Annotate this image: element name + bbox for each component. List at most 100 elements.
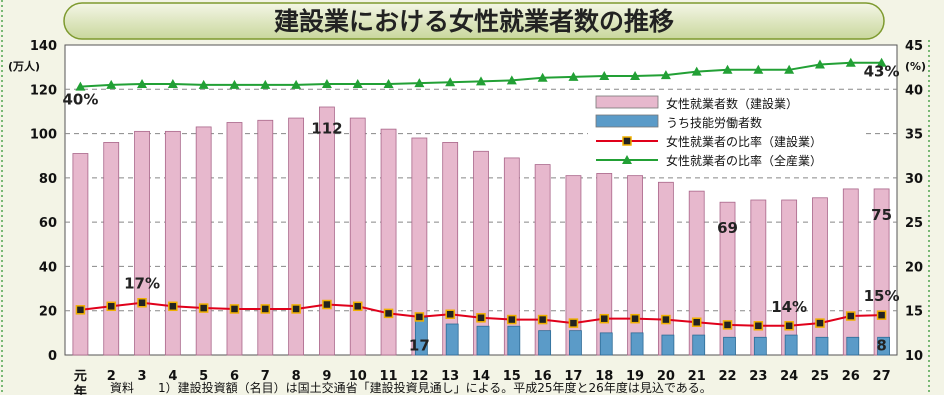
bar-total bbox=[442, 142, 459, 356]
bar-total bbox=[195, 126, 212, 356]
right-tick-label: 15 bbox=[905, 305, 923, 320]
point bbox=[168, 301, 178, 312]
point bbox=[291, 79, 302, 89]
data-label: 112 bbox=[311, 120, 342, 138]
left-tick-label: 60 bbox=[39, 216, 57, 231]
x-tick-label: 10 bbox=[349, 369, 367, 384]
x-tick-label: 2 bbox=[107, 369, 116, 384]
point bbox=[814, 59, 825, 69]
point bbox=[568, 318, 579, 328]
point bbox=[599, 71, 610, 80]
data-label: 14% bbox=[771, 298, 807, 316]
legend-label: うち技能労働者数 bbox=[666, 115, 762, 130]
x-tick-label: 22 bbox=[718, 369, 736, 384]
bar-total bbox=[134, 130, 150, 356]
bar-skilled bbox=[630, 332, 644, 356]
point bbox=[445, 77, 456, 87]
left-tick-label: 140 bbox=[30, 39, 57, 54]
point bbox=[753, 321, 764, 331]
point bbox=[568, 71, 579, 81]
point bbox=[661, 314, 671, 325]
data-label: 17 bbox=[409, 337, 430, 355]
right-axis-unit: (%) bbox=[905, 60, 926, 73]
point bbox=[722, 320, 733, 330]
data-label: 15% bbox=[864, 287, 900, 305]
point bbox=[876, 310, 887, 320]
left-tick-label: 20 bbox=[39, 305, 57, 320]
point bbox=[106, 79, 117, 89]
legend-marker bbox=[622, 136, 632, 146]
x-tick-label: 3 bbox=[138, 369, 147, 384]
point bbox=[137, 297, 147, 308]
point bbox=[260, 79, 271, 89]
bar-skilled bbox=[753, 336, 767, 356]
bar-total bbox=[288, 117, 305, 356]
x-tick-label: 13 bbox=[441, 369, 459, 384]
point bbox=[537, 314, 548, 325]
point bbox=[599, 313, 610, 324]
legend-marker bbox=[622, 155, 632, 164]
bar-skilled bbox=[723, 336, 736, 356]
bar-skilled bbox=[877, 336, 890, 356]
point bbox=[476, 76, 486, 86]
x-tick-label: 4 bbox=[168, 369, 177, 384]
point bbox=[506, 75, 517, 85]
x-tick-label: 14 bbox=[472, 369, 490, 384]
bar-total bbox=[503, 157, 520, 356]
point bbox=[321, 78, 332, 88]
right-tick-label: 25 bbox=[905, 216, 923, 231]
point bbox=[75, 81, 86, 91]
bar-skilled bbox=[815, 336, 829, 356]
x-tick-label: 5 bbox=[199, 369, 208, 384]
x-tick-label: 元 bbox=[74, 369, 87, 384]
bar-total bbox=[380, 128, 397, 356]
bar-skilled bbox=[692, 334, 706, 356]
x-tick-label: 11 bbox=[380, 369, 398, 384]
data-label: 40% bbox=[62, 91, 98, 109]
bar-skilled bbox=[661, 334, 675, 356]
point bbox=[507, 314, 517, 325]
left-tick-label: 80 bbox=[39, 172, 57, 187]
point bbox=[537, 72, 548, 82]
bar-total bbox=[349, 117, 366, 356]
point bbox=[75, 305, 86, 315]
bar-total bbox=[842, 188, 859, 356]
bar-skilled bbox=[846, 336, 860, 356]
x-tick-label: 27 bbox=[873, 369, 891, 384]
point bbox=[352, 301, 363, 312]
point bbox=[815, 318, 825, 328]
x-tick-label: 年 bbox=[74, 384, 87, 395]
point bbox=[660, 70, 671, 80]
bar-total bbox=[226, 122, 243, 356]
x-tick-label: 9 bbox=[322, 369, 331, 384]
bar-total bbox=[596, 173, 613, 356]
point bbox=[229, 304, 240, 314]
left-tick-label: 120 bbox=[30, 83, 57, 98]
bar-total bbox=[750, 199, 767, 356]
point bbox=[445, 309, 455, 320]
bar-total bbox=[257, 119, 274, 356]
point bbox=[876, 57, 887, 67]
point bbox=[476, 313, 486, 323]
left-tick-label: 40 bbox=[39, 260, 57, 275]
data-label: 8 bbox=[876, 337, 886, 355]
x-tick-label: 8 bbox=[292, 369, 301, 384]
bar-total bbox=[688, 190, 705, 356]
point bbox=[167, 78, 178, 88]
bar-total bbox=[627, 175, 643, 356]
data-label: 17% bbox=[124, 275, 160, 293]
point bbox=[630, 71, 641, 80]
legend-swatch bbox=[595, 95, 659, 109]
point bbox=[846, 311, 856, 321]
x-tick-label: 6 bbox=[230, 369, 239, 384]
legend-label: 女性就業者数（建設業） bbox=[666, 96, 798, 111]
data-label: 43% bbox=[864, 63, 900, 81]
point bbox=[784, 64, 795, 74]
right-tick-label: 45 bbox=[905, 39, 923, 54]
point bbox=[845, 57, 856, 67]
bar-total bbox=[103, 142, 120, 356]
x-tick-label: 16 bbox=[534, 369, 552, 384]
point bbox=[691, 317, 702, 327]
point bbox=[414, 312, 425, 322]
bar-total bbox=[473, 150, 489, 356]
